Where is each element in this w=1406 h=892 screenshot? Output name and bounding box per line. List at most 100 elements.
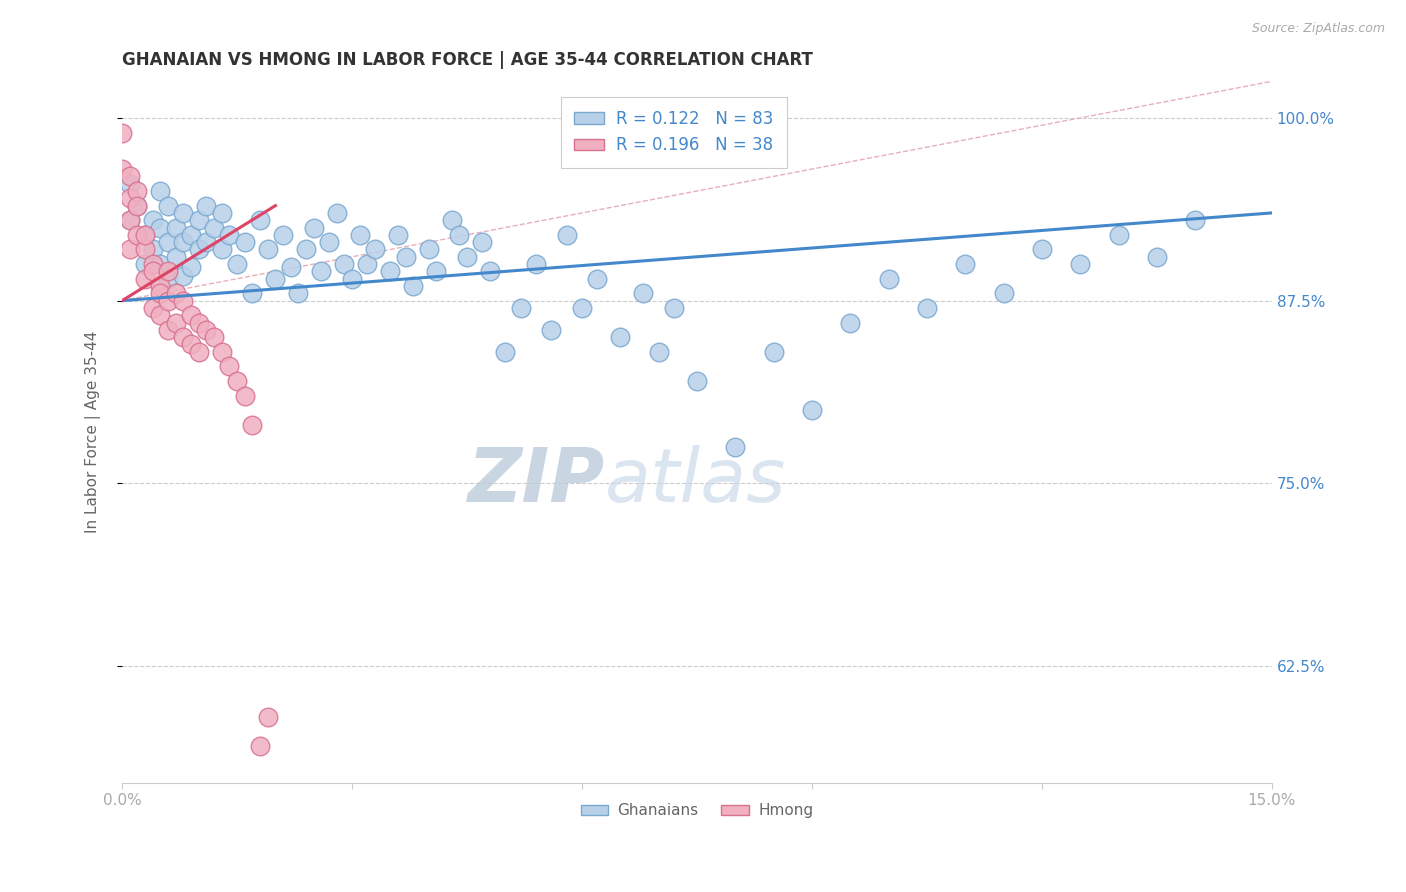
- Point: [142, 213, 165, 227]
- Point: [271, 227, 294, 242]
- Point: [142, 257, 165, 271]
- Point: [540, 323, 562, 337]
- Point: [157, 271, 180, 285]
- Point: [1069, 257, 1091, 271]
- Point: [195, 323, 218, 337]
- Point: [118, 243, 141, 257]
- Point: [149, 286, 172, 301]
- Text: Source: ZipAtlas.com: Source: ZipAtlas.com: [1251, 22, 1385, 36]
- Point: [311, 264, 333, 278]
- Point: [295, 243, 318, 257]
- Point: [302, 220, 325, 235]
- Point: [686, 374, 709, 388]
- Text: GHANAIAN VS HMONG IN LABOR FORCE | AGE 35-44 CORRELATION CHART: GHANAIAN VS HMONG IN LABOR FORCE | AGE 3…: [122, 51, 813, 69]
- Point: [280, 260, 302, 274]
- Point: [111, 126, 134, 140]
- Point: [172, 293, 194, 308]
- Point: [724, 440, 747, 454]
- Point: [555, 227, 578, 242]
- Point: [127, 198, 149, 212]
- Point: [662, 301, 685, 315]
- Point: [801, 403, 824, 417]
- Point: [440, 213, 463, 227]
- Point: [242, 417, 264, 432]
- Point: [287, 286, 309, 301]
- Point: [509, 301, 531, 315]
- Point: [165, 286, 187, 301]
- Point: [494, 344, 516, 359]
- Point: [226, 257, 249, 271]
- Point: [187, 316, 209, 330]
- Point: [211, 243, 233, 257]
- Text: atlas: atlas: [605, 445, 786, 517]
- Point: [571, 301, 593, 315]
- Point: [1184, 213, 1206, 227]
- Point: [187, 213, 209, 227]
- Point: [202, 220, 225, 235]
- Point: [180, 337, 202, 351]
- Point: [402, 279, 425, 293]
- Y-axis label: In Labor Force | Age 35-44: In Labor Force | Age 35-44: [86, 331, 101, 533]
- Point: [380, 264, 402, 278]
- Point: [218, 227, 240, 242]
- Point: [134, 257, 156, 271]
- Point: [187, 344, 209, 359]
- Point: [172, 235, 194, 249]
- Point: [349, 227, 371, 242]
- Point: [187, 243, 209, 257]
- Point: [195, 198, 218, 212]
- Point: [157, 198, 180, 212]
- Point: [524, 257, 547, 271]
- Point: [318, 235, 340, 249]
- Point: [633, 286, 655, 301]
- Point: [157, 323, 180, 337]
- Point: [111, 162, 134, 177]
- Point: [395, 250, 418, 264]
- Point: [165, 250, 187, 264]
- Point: [118, 177, 141, 191]
- Point: [264, 271, 287, 285]
- Point: [242, 286, 264, 301]
- Point: [1031, 243, 1053, 257]
- Point: [134, 243, 156, 257]
- Point: [118, 213, 141, 227]
- Point: [142, 264, 165, 278]
- Point: [157, 293, 180, 308]
- Point: [149, 279, 172, 293]
- Point: [233, 235, 256, 249]
- Point: [479, 264, 502, 278]
- Point: [1146, 250, 1168, 264]
- Point: [149, 308, 172, 322]
- Point: [127, 227, 149, 242]
- Point: [356, 257, 378, 271]
- Point: [149, 184, 172, 198]
- Point: [647, 344, 669, 359]
- Point: [142, 301, 165, 315]
- Point: [180, 260, 202, 274]
- Point: [165, 220, 187, 235]
- Point: [211, 344, 233, 359]
- Point: [425, 264, 447, 278]
- Point: [127, 198, 149, 212]
- Point: [233, 389, 256, 403]
- Point: [118, 213, 141, 227]
- Point: [218, 359, 240, 374]
- Point: [993, 286, 1015, 301]
- Point: [915, 301, 938, 315]
- Point: [202, 330, 225, 344]
- Point: [762, 344, 785, 359]
- Legend: Ghanaians, Hmong: Ghanaians, Hmong: [575, 797, 820, 824]
- Point: [387, 227, 409, 242]
- Point: [256, 710, 278, 724]
- Point: [195, 235, 218, 249]
- Point: [118, 191, 141, 205]
- Point: [134, 271, 156, 285]
- Point: [172, 268, 194, 283]
- Point: [165, 316, 187, 330]
- Point: [326, 206, 349, 220]
- Point: [134, 227, 156, 242]
- Point: [609, 330, 631, 344]
- Point: [157, 264, 180, 278]
- Point: [1108, 227, 1130, 242]
- Point: [157, 235, 180, 249]
